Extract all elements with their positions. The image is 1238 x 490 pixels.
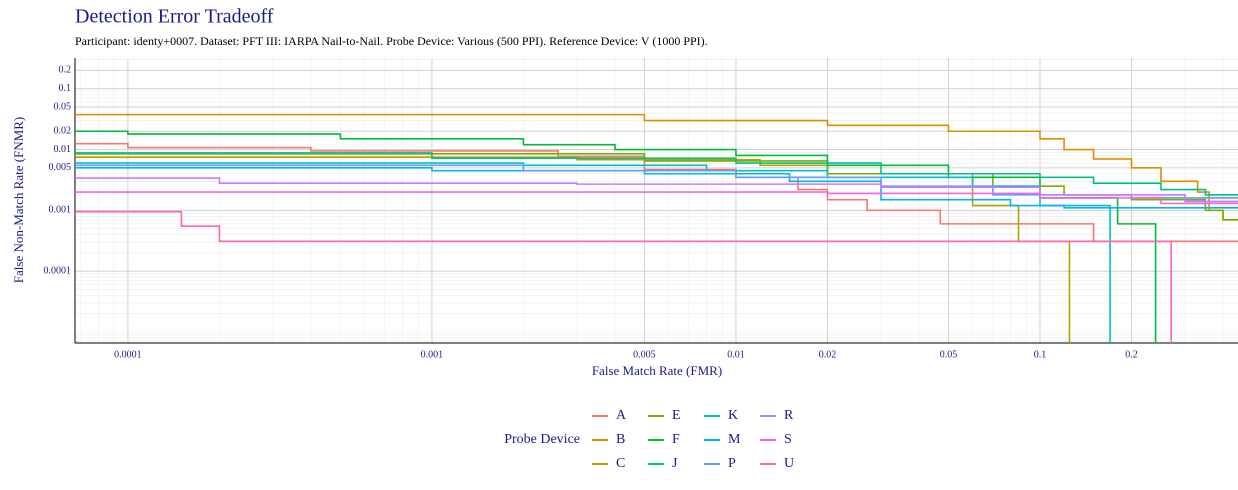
chart-title: Detection Error Tradeoff: [75, 6, 274, 28]
x-tick-label: 0.2: [1125, 349, 1138, 360]
y-axis-title: False Non-Match Rate (FNMR): [11, 117, 26, 283]
legend-label: S: [784, 432, 792, 447]
y-tick-label: 0.1: [59, 83, 72, 94]
y-tick-label: 0.001: [49, 205, 72, 216]
legend-label: M: [728, 432, 741, 447]
y-tick-label: 0.02: [54, 126, 72, 137]
x-tick-label: 0.01: [727, 349, 745, 360]
legend-label: P: [728, 456, 736, 471]
det-curve: [75, 177, 1238, 203]
panel: [75, 58, 1238, 343]
y-tick-label: 0.05: [54, 101, 72, 112]
legend-label: F: [672, 432, 680, 447]
legend-label: U: [784, 456, 794, 471]
chart-subtitle: Participant: identy+0007. Dataset: PFT I…: [75, 34, 708, 48]
legend-label: E: [672, 408, 681, 423]
x-tick-label: 0.001: [421, 349, 444, 360]
y-tick-label: 0.01: [54, 144, 72, 155]
y-tick-label: 0.2: [59, 65, 72, 76]
legend-label: R: [784, 408, 794, 423]
x-axis-title: False Match Rate (FMR): [592, 363, 722, 378]
legend-label: C: [616, 456, 625, 471]
det-curve: [75, 191, 1238, 205]
y-tick-label: 0.0001: [44, 265, 72, 276]
det-curve: [75, 152, 1238, 196]
legend-label: B: [616, 432, 625, 447]
x-tick-label: 0.02: [819, 349, 837, 360]
legend-label: A: [616, 408, 627, 423]
det-curve: [75, 210, 1172, 343]
det-curve: [75, 167, 1238, 209]
legend-title: Probe Device: [504, 432, 580, 447]
x-tick-label: 0.005: [633, 349, 656, 360]
legend-label: K: [728, 408, 738, 423]
y-tick-label: 0.005: [49, 162, 72, 173]
x-tick-label: 0.1: [1034, 349, 1047, 360]
x-tick-label: 0.05: [940, 349, 958, 360]
legend-label: J: [672, 456, 678, 471]
x-tick-label: 0.0001: [114, 349, 142, 360]
